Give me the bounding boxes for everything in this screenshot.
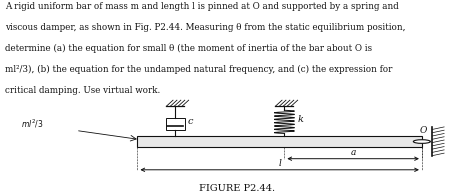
Text: critical damping. Use virtual work.: critical damping. Use virtual work. [5,86,160,95]
Text: ml²/3), (b) the equation for the undamped natural frequency, and (c) the express: ml²/3), (b) the equation for the undampe… [5,65,392,74]
Text: c: c [187,117,193,126]
Circle shape [413,140,430,143]
Text: $ml^2/3$: $ml^2/3$ [21,117,44,130]
Text: k: k [297,115,303,124]
Text: a: a [350,148,356,157]
Text: FIGURE P2.44.: FIGURE P2.44. [199,184,275,193]
Text: viscous damper, as shown in Fig. P2.44. Measuring θ from the static equilibrium : viscous damper, as shown in Fig. P2.44. … [5,23,405,32]
Text: l: l [278,159,281,168]
Text: A rigid uniform bar of mass m and length l is pinned at O and supported by a spr: A rigid uniform bar of mass m and length… [5,2,399,11]
FancyBboxPatch shape [166,118,185,130]
Text: O: O [419,126,427,135]
FancyBboxPatch shape [137,137,422,147]
Text: determine (a) the equation for small θ (the moment of inertia of the bar about O: determine (a) the equation for small θ (… [5,44,372,53]
